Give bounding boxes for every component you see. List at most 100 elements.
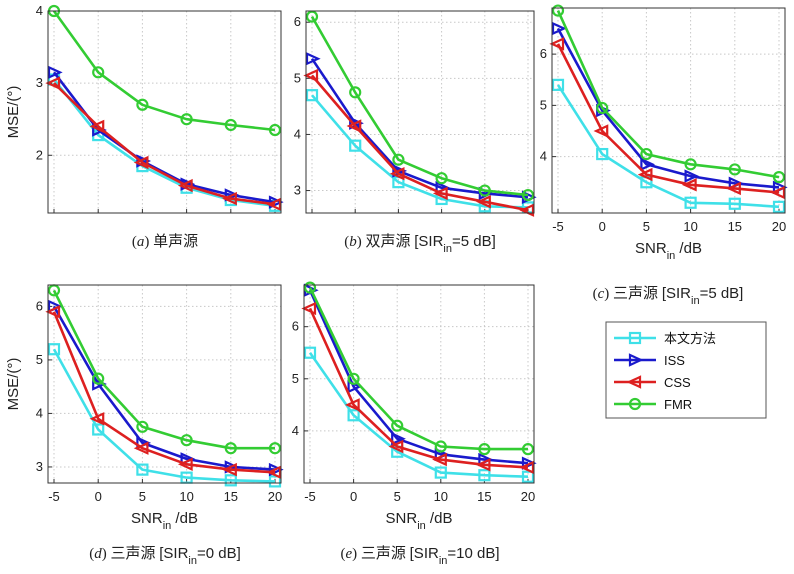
legend: 本文方法 ISS CSS FMR bbox=[605, 321, 767, 419]
data-point bbox=[224, 474, 237, 487]
plot-frame bbox=[303, 284, 535, 484]
plot-frame bbox=[305, 10, 535, 214]
legend-entry: FMR bbox=[614, 397, 692, 412]
series-line bbox=[52, 305, 276, 471]
legend-entry: CSS bbox=[614, 375, 691, 390]
data-point bbox=[521, 443, 535, 456]
data-point bbox=[435, 172, 448, 185]
data-point bbox=[349, 139, 362, 152]
data-point bbox=[349, 86, 362, 99]
subplot-b: 3 4 5 6 (b) 双声源 [SIRin=5 dB] bbox=[294, 10, 537, 255]
series-line bbox=[308, 307, 529, 469]
data-point bbox=[136, 98, 149, 111]
data-point bbox=[303, 68, 319, 83]
legend-marker bbox=[626, 375, 642, 389]
x-tick-label: -5 bbox=[304, 489, 316, 504]
data-point bbox=[772, 200, 786, 213]
data-point bbox=[222, 191, 237, 206]
subplot-c: 4 5 6 -5 0 5 10 15 20 SNRin /dB (c) 三声源 [SIRin=5 d… bbox=[540, 4, 788, 307]
x-tick-label: 5 bbox=[394, 489, 401, 504]
x-tick-label: -5 bbox=[552, 219, 564, 234]
y-tick-label: 3 bbox=[36, 459, 43, 474]
data-point bbox=[268, 195, 284, 209]
series-本文方法 bbox=[551, 78, 786, 213]
data-point bbox=[133, 441, 149, 455]
data-point bbox=[478, 469, 491, 482]
data-point bbox=[681, 178, 697, 192]
data-point bbox=[268, 462, 284, 477]
y-tick-label: 4 bbox=[294, 126, 301, 141]
plot-frame bbox=[551, 7, 786, 214]
data-point bbox=[89, 412, 105, 426]
data-point bbox=[637, 167, 653, 182]
x-axis-label: SNRin /dB bbox=[386, 510, 453, 532]
data-point bbox=[476, 195, 491, 209]
plot-frame bbox=[47, 10, 282, 214]
subplot-d: 3 4 5 6 -5 0 5 10 15 20 MSE/(°) SNRin /dB (d) 三声源 [S… bbox=[5, 284, 284, 567]
series-line bbox=[53, 82, 276, 206]
data-point bbox=[549, 37, 565, 51]
series-line bbox=[52, 71, 276, 204]
grid-c bbox=[552, 8, 785, 213]
data-point bbox=[133, 155, 149, 170]
series-line bbox=[52, 78, 276, 208]
data-point bbox=[593, 124, 609, 138]
series-FMR bbox=[303, 281, 535, 456]
data-point bbox=[305, 10, 319, 23]
y-tick-label: 2 bbox=[36, 147, 43, 162]
data-point bbox=[92, 372, 105, 385]
data-point bbox=[136, 463, 149, 476]
y-tick-label: 5 bbox=[294, 70, 301, 85]
data-point bbox=[266, 197, 282, 212]
data-point bbox=[519, 460, 535, 475]
data-point bbox=[268, 123, 282, 137]
x-tick-label: 20 bbox=[772, 219, 786, 234]
series-本文方法 bbox=[47, 343, 282, 488]
data-point bbox=[303, 346, 317, 359]
data-point bbox=[344, 398, 360, 412]
series-CSS bbox=[45, 76, 282, 212]
x-tick-label: 0 bbox=[95, 489, 102, 504]
series-line bbox=[308, 287, 528, 451]
legend-label: 本文方法 bbox=[664, 331, 716, 346]
data-point bbox=[770, 185, 786, 200]
data-point bbox=[726, 181, 741, 196]
series-line bbox=[311, 94, 529, 209]
series-FMR bbox=[47, 4, 282, 137]
data-point bbox=[136, 420, 149, 433]
x-tick-label: 15 bbox=[477, 489, 491, 504]
series-CSS bbox=[549, 37, 786, 200]
data-point bbox=[478, 184, 491, 197]
data-point bbox=[92, 377, 107, 391]
x-tick-label: 0 bbox=[599, 219, 606, 234]
series-line bbox=[308, 351, 529, 478]
data-point bbox=[392, 153, 405, 166]
data-point bbox=[222, 462, 237, 477]
data-point bbox=[180, 113, 193, 126]
x-tick-label: 0 bbox=[350, 489, 357, 504]
y-tick-label: 3 bbox=[294, 183, 301, 198]
data-point bbox=[301, 301, 317, 316]
data-point bbox=[551, 21, 567, 36]
series-line bbox=[556, 27, 780, 189]
legend-marker bbox=[628, 353, 644, 367]
series-line bbox=[310, 15, 529, 197]
data-point bbox=[177, 178, 193, 193]
legend-label: CSS bbox=[664, 375, 691, 390]
data-point bbox=[684, 158, 697, 171]
y-tick-label: 5 bbox=[36, 352, 43, 367]
x-tick-label: 20 bbox=[268, 489, 282, 504]
data-point bbox=[684, 196, 697, 209]
data-point bbox=[391, 419, 404, 432]
legend-marker bbox=[628, 331, 642, 345]
x-tick-label: 10 bbox=[434, 489, 448, 504]
data-point bbox=[47, 343, 61, 356]
data-point bbox=[434, 466, 447, 479]
x-tick-label: 5 bbox=[139, 489, 146, 504]
data-point bbox=[684, 169, 700, 183]
series-line bbox=[310, 57, 529, 199]
series-CSS bbox=[301, 301, 535, 475]
subplot-e: 4 5 6 -5 0 5 10 15 20 SNRin /dB (e) 三声源 [SIRin=10 … bbox=[292, 281, 537, 567]
data-point bbox=[478, 443, 491, 456]
